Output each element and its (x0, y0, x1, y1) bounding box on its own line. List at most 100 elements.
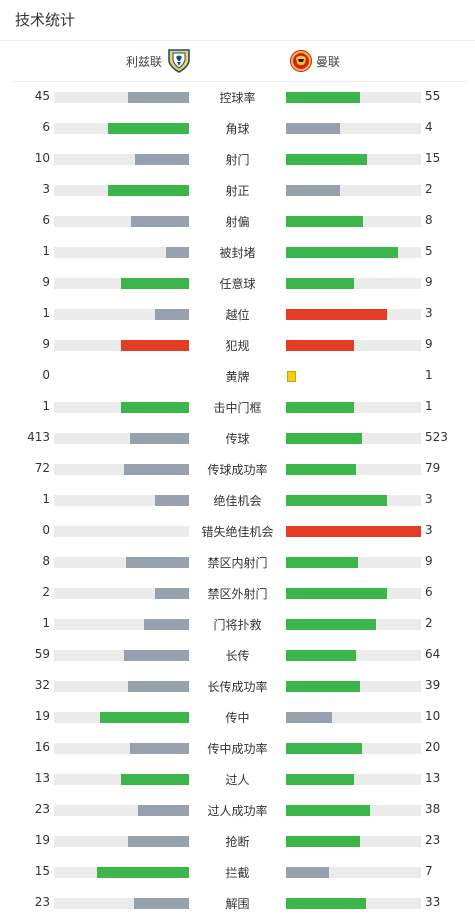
away-stat-bar (286, 278, 421, 289)
away-stat-bar (286, 433, 421, 444)
home-stat-value: 23 (34, 802, 50, 816)
home-stat-bar (54, 650, 189, 661)
stat-label: 长传成功率 (207, 680, 268, 694)
stat-row: 1 绝佳机会 3 (0, 485, 475, 516)
away-stat-value: 5 (425, 244, 433, 258)
stat-label: 传球成功率 (207, 463, 268, 477)
away-stat-value: 4 (425, 120, 433, 134)
away-stat-bar (286, 681, 421, 692)
home-team[interactable]: 利兹联 (126, 48, 190, 74)
home-stat-bar (54, 278, 189, 289)
away-stat-value: 8 (425, 213, 433, 227)
away-stat-value: 1 (425, 399, 433, 413)
stat-label: 犯规 (225, 339, 250, 353)
away-stat-bar (286, 185, 421, 196)
away-stat-value: 79 (425, 461, 441, 475)
home-stat-value: 1 (42, 306, 50, 320)
home-stat-bar-fill (108, 185, 189, 196)
stat-row: 3 射正 2 (0, 175, 475, 206)
away-stat-bar-fill (286, 650, 356, 661)
home-stat-value: 10 (34, 151, 50, 165)
away-stat-bar-fill (286, 743, 362, 754)
home-stat-bar-fill (121, 278, 189, 289)
away-stat-value: 1 (425, 368, 433, 382)
away-stat-value: 3 (425, 306, 433, 320)
home-stat-bar-fill (144, 619, 189, 630)
home-stat-bar (54, 185, 189, 196)
yellow-card-icon (287, 371, 296, 382)
stat-row: 413 传球 523 (0, 423, 475, 454)
away-stat-bar-fill (286, 402, 354, 413)
stat-label: 传球 (225, 432, 250, 446)
home-stat-bar (54, 774, 189, 785)
home-stat-bar-fill (155, 495, 189, 506)
stat-label: 过人 (225, 773, 250, 787)
away-stat-value: 13 (425, 771, 441, 785)
away-team[interactable]: 曼联 (290, 48, 340, 74)
stat-label: 传中成功率 (207, 742, 268, 756)
home-stat-value: 1 (42, 399, 50, 413)
stat-row: 0 错失绝佳机会 3 (0, 516, 475, 547)
stat-label: 击中门框 (213, 401, 262, 415)
stat-label: 传中 (225, 711, 250, 725)
away-stat-value: 6 (425, 585, 433, 599)
away-stat-value: 55 (425, 89, 441, 103)
away-stat-bar-fill (286, 247, 398, 258)
away-stat-bar-fill (286, 185, 340, 196)
home-stat-bar-fill (124, 464, 189, 475)
away-stat-bar (286, 92, 421, 103)
stat-label: 黄牌 (225, 370, 250, 384)
stat-row: 45 控球率 55 (0, 82, 475, 113)
home-stat-bar (54, 402, 189, 413)
away-stat-bar-fill (286, 433, 362, 444)
home-stat-bar (54, 588, 189, 599)
away-team-name: 曼联 (316, 54, 341, 69)
home-stat-bar (54, 92, 189, 103)
away-stat-value: 15 (425, 151, 441, 165)
home-stat-value: 3 (42, 182, 50, 196)
away-stat-bar (286, 774, 421, 785)
away-stat-bar (286, 526, 421, 537)
home-stat-value: 1 (42, 616, 50, 630)
home-stat-value: 8 (42, 554, 50, 568)
away-stat-value: 39 (425, 678, 441, 692)
home-stat-value: 9 (42, 337, 50, 351)
away-stat-bar (286, 216, 421, 227)
home-stat-bar (54, 836, 189, 847)
stats-header: 技术统计 (0, 0, 475, 41)
home-stat-bar (54, 123, 189, 134)
stat-label: 射偏 (225, 215, 250, 229)
stat-row: 6 角球 4 (0, 113, 475, 144)
away-stat-bar-fill (286, 805, 370, 816)
home-stat-bar (54, 557, 189, 568)
away-stat-bar (286, 898, 421, 909)
stat-label: 错失绝佳机会 (201, 525, 274, 539)
home-stat-bar (54, 495, 189, 506)
away-stat-value: 3 (425, 523, 433, 537)
away-stat-bar-fill (286, 588, 387, 599)
home-stat-bar (54, 309, 189, 320)
home-stat-bar-fill (128, 681, 189, 692)
away-stat-bar (286, 805, 421, 816)
manchester-united-crest-icon (290, 49, 312, 73)
home-stat-bar (54, 154, 189, 165)
away-stat-value: 523 (425, 430, 448, 444)
stat-row: 9 犯规 9 (0, 330, 475, 361)
home-stat-value: 72 (34, 461, 50, 475)
home-stat-value: 0 (42, 368, 50, 382)
away-stat-bar (286, 340, 421, 351)
home-stat-bar (54, 867, 189, 878)
home-team-name: 利兹联 (126, 54, 163, 69)
home-stat-bar (54, 464, 189, 475)
away-stat-bar (286, 309, 421, 320)
away-stat-value: 20 (425, 740, 441, 754)
away-stat-bar (286, 836, 421, 847)
home-stat-bar-fill (130, 433, 189, 444)
away-stat-bar (286, 557, 421, 568)
away-stat-value: 2 (425, 182, 433, 196)
away-stat-bar-fill (286, 619, 376, 630)
stat-label: 拦截 (225, 866, 250, 880)
stat-row: 10 射门 15 (0, 144, 475, 175)
stat-row: 1 被封堵 5 (0, 237, 475, 268)
away-stat-bar (286, 154, 421, 165)
